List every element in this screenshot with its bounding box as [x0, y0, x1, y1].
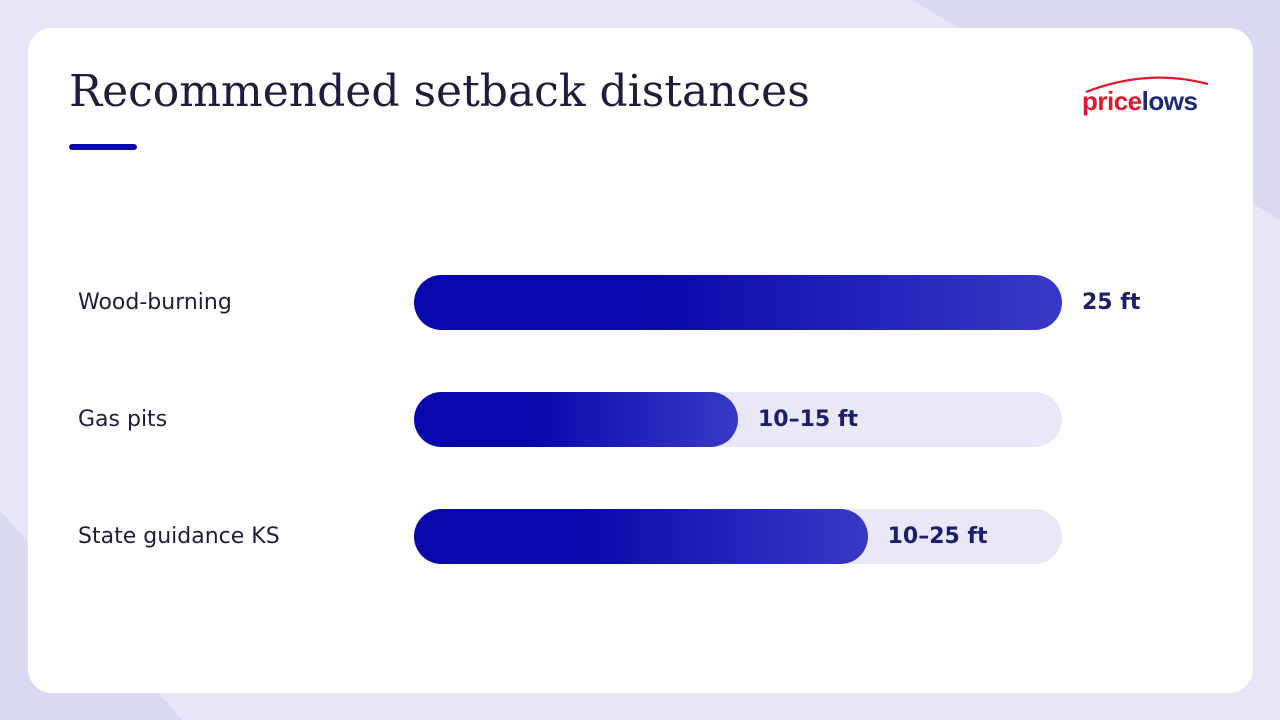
category-label: Wood-burning	[78, 290, 232, 315]
bar	[414, 275, 1062, 330]
bar-track	[414, 392, 1062, 447]
category-label: Gas pits	[78, 407, 168, 432]
value-label: 10–25 ft	[887, 524, 988, 549]
value-label: 10–15 ft	[758, 407, 858, 432]
chart-title: Recommended setback distances	[69, 66, 810, 117]
bar-track	[414, 275, 1062, 330]
category-label: State guidance KS	[78, 524, 280, 549]
bar	[414, 509, 868, 564]
pricelows-logo: pricelows	[1078, 70, 1218, 126]
value-label: 25 ft	[1082, 290, 1141, 315]
bar-track	[414, 509, 1062, 564]
bar	[414, 392, 738, 447]
title-underline	[69, 144, 137, 150]
setback-bar-chart: Wood-burning 25 ft Gas pits 10–15 ft State g…	[28, 28, 1253, 693]
logo-swoosh	[1085, 76, 1209, 94]
pricelows-logo-graphic: pricelows	[1082, 76, 1209, 116]
chart-card: Recommended setback distances pricelows …	[28, 28, 1253, 693]
logo-wordmark: pricelows	[1082, 86, 1197, 116]
